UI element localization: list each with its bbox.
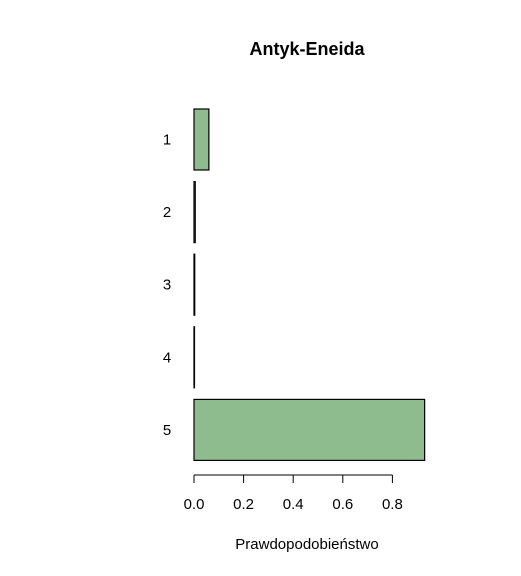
y-tick-label-2: 2 — [163, 204, 171, 221]
bar-1 — [193, 108, 210, 171]
bar-5 — [193, 398, 426, 461]
x-tick-label: 0.2 — [233, 496, 254, 513]
chart-title: Antyk-Eneida — [249, 39, 365, 59]
x-tick-label: 0.6 — [332, 496, 353, 513]
x-axis-label: Prawdopodobieństwo — [235, 536, 378, 553]
y-tick-label-4: 4 — [163, 349, 171, 366]
y-tick-label-1: 1 — [163, 132, 171, 149]
bar-3 — [193, 253, 196, 316]
x-axis: 0.0 0.2 0.4 0.6 0.8 — [184, 474, 403, 513]
x-tick-label: 0.0 — [184, 496, 205, 513]
bars-layer — [193, 108, 426, 461]
bar-2 — [193, 181, 196, 244]
bar-4 — [193, 326, 196, 389]
y-tick-label-5: 5 — [163, 422, 171, 439]
y-tick-label-3: 3 — [163, 277, 171, 294]
x-tick-label: 0.4 — [283, 496, 304, 513]
y-tick-labels: 1 2 3 4 5 — [163, 132, 171, 439]
x-tick-label: 0.8 — [382, 496, 403, 513]
